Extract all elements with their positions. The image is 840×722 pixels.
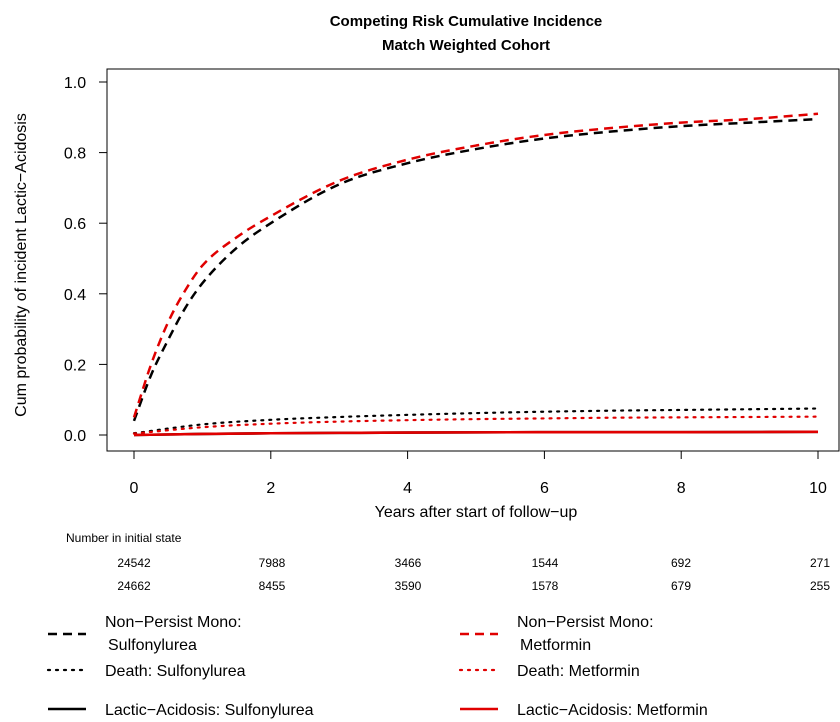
y-tick-label: 0.6	[64, 216, 86, 233]
y-axis-label: Cum probability of incident Lactic−Acido…	[13, 113, 30, 417]
x-axis: 0 2 4 6 8 10	[130, 450, 827, 497]
risk-table-cell: 3466	[395, 556, 422, 570]
series-line-la-red	[133, 430, 819, 437]
legend: Non−Persist Mono: Sulfonylurea Death: Sulf…	[46, 614, 708, 719]
legend-label: Metformin	[520, 637, 591, 654]
y-tick-label: 0.4	[64, 287, 86, 304]
legend-label: Death: Sulfonylurea	[105, 663, 246, 680]
legend-label: Non−Persist Mono:	[105, 614, 242, 631]
risk-table-cell: 24662	[117, 579, 151, 593]
legend-label: Death: Metformin	[517, 663, 640, 680]
risk-table-cell: 1544	[532, 556, 559, 570]
x-tick-label: 0	[130, 480, 139, 497]
risk-table: 24542 7988 3466 1544 692 271 24662 8455 3590 1578…	[117, 556, 830, 593]
risk-table-cell: 255	[810, 579, 830, 593]
series-layer	[132, 112, 820, 437]
x-axis-label: Years after start of follow−up	[375, 504, 578, 521]
y-tick-label: 0.2	[64, 357, 86, 374]
x-tick-label: 6	[540, 480, 549, 497]
plot-frame	[106, 68, 840, 452]
legend-label: Lactic−Acidosis: Sulfonylurea	[105, 702, 314, 719]
risk-table-cell: 7988	[259, 556, 286, 570]
y-tick-label: 0.8	[64, 146, 86, 163]
chart-title: Competing Risk Cumulative Incidence	[330, 13, 603, 30]
risk-table-cell: 3590	[395, 579, 422, 593]
x-tick-label: 4	[403, 480, 412, 497]
risk-table-cell: 8455	[259, 579, 286, 593]
y-tick-label: 1.0	[64, 75, 86, 92]
x-tick-label: 2	[266, 480, 275, 497]
y-axis: 0.0 0.2 0.4 0.6 0.8 1.0	[64, 75, 108, 445]
series-line-death-black	[132, 407, 820, 435]
x-tick-label: 8	[677, 480, 686, 497]
legend-label: Lactic−Acidosis: Metformin	[517, 702, 708, 719]
legend-label: Sulfonylurea	[108, 637, 197, 654]
risk-table-cell: 1578	[532, 579, 559, 593]
risk-table-cell: 679	[671, 579, 691, 593]
risk-table-cell: 692	[671, 556, 691, 570]
risk-table-cell: 24542	[117, 556, 151, 570]
y-tick-label: 0.0	[64, 428, 86, 445]
chart-subtitle: Match Weighted Cohort	[382, 37, 550, 54]
risk-table-cell: 271	[810, 556, 830, 570]
legend-label: Non−Persist Mono:	[517, 614, 654, 631]
series-line-death-red	[132, 415, 820, 435]
x-tick-label: 10	[809, 480, 827, 497]
series-line-nonpersist-black	[132, 117, 819, 422]
risk-table-title: Number in initial state	[66, 531, 182, 545]
series-line-nonpersist-red	[132, 112, 819, 418]
